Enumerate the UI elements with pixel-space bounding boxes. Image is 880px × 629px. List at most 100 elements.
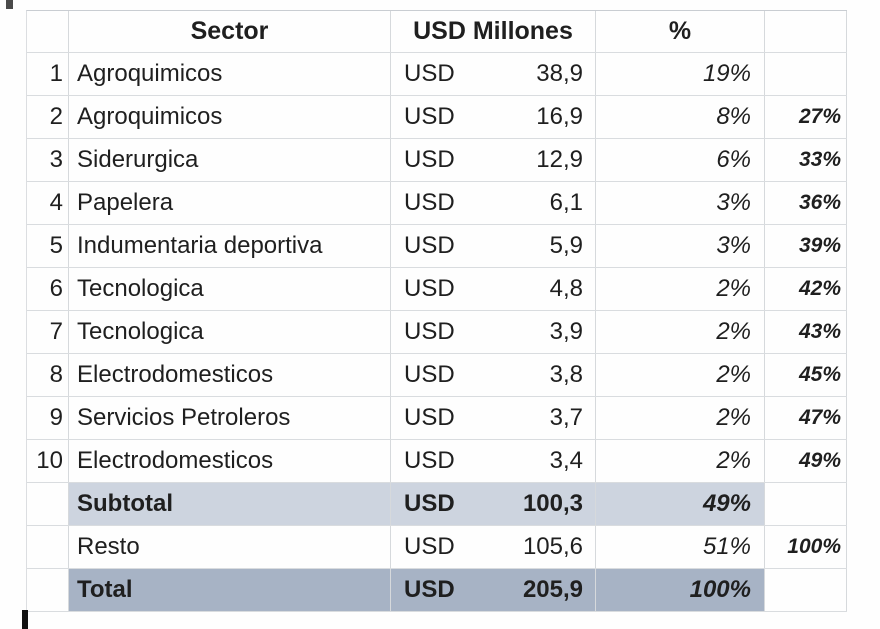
table-row: 8 Electrodomesticos USD 3,8 2% 45% [27,354,847,397]
amount-value: 16,9 [536,103,583,130]
currency-label: USD [404,103,455,130]
cell-percent: 2% [596,311,765,353]
currency-label: USD [404,232,455,259]
cell-usd-amount: USD 6,1 [391,182,596,224]
table-row: 9 Servicios Petroleros USD 3,7 2% 47% [27,397,847,440]
table-body: 1 Agroquimicos USD 38,9 19% 2 Agroquimic… [27,53,847,612]
cell-percent: 19% [596,53,765,95]
cell-usd-amount: USD 3,9 [391,311,596,353]
cell-sector: Total [69,569,391,611]
table-header-row: Sector USD Millones % [27,11,847,53]
header-cumulative [765,11,847,52]
stray-mark-top-left [6,0,13,9]
cell-rank [27,526,69,568]
amount-value: 38,9 [536,60,583,87]
amount-value: 12,9 [536,146,583,173]
amount-value: 3,8 [549,361,583,388]
cell-cumulative-percent: 43% [765,311,847,353]
amount-value: 4,8 [549,275,583,302]
table-row: 10 Electrodomesticos USD 3,4 2% 49% [27,440,847,483]
cell-sector: Servicios Petroleros [69,397,391,439]
cell-cumulative-percent [765,569,847,611]
cell-usd-amount: USD 4,8 [391,268,596,310]
header-percent: % [596,11,765,52]
cell-sector: Tecnologica [69,311,391,353]
cell-rank: 3 [27,139,69,181]
cell-usd-amount: USD 205,9 [391,569,596,611]
cell-cumulative-percent: 36% [765,182,847,224]
currency-label: USD [404,490,455,517]
cell-usd-amount: USD 5,9 [391,225,596,267]
cell-sector: Resto [69,526,391,568]
cell-rank: 1 [27,53,69,95]
cell-cumulative-percent: 39% [765,225,847,267]
table-row: 5 Indumentaria deportiva USD 5,9 3% 39% [27,225,847,268]
cell-sector: Electrodomesticos [69,440,391,482]
cell-percent: 2% [596,354,765,396]
cell-cumulative-percent: 49% [765,440,847,482]
currency-label: USD [404,275,455,302]
cell-usd-amount: USD 12,9 [391,139,596,181]
table-row: 6 Tecnologica USD 4,8 2% 42% [27,268,847,311]
currency-label: USD [404,404,455,431]
table-row: 1 Agroquimicos USD 38,9 19% [27,53,847,96]
amount-value: 100,3 [522,490,583,517]
cell-percent: 100% [596,569,765,611]
cell-rank [27,569,69,611]
cell-rank: 6 [27,268,69,310]
sector-table: Sector USD Millones % 1 Agroquimicos USD… [26,10,847,612]
currency-label: USD [404,533,455,560]
header-usd-millones: USD Millones [391,11,596,52]
table-row: Subtotal USD 100,3 49% [27,483,847,526]
cell-cumulative-percent [765,483,847,525]
currency-label: USD [404,447,455,474]
currency-label: USD [404,146,455,173]
amount-value: 105,6 [522,533,583,560]
cell-sector: Agroquimicos [69,96,391,138]
cell-usd-amount: USD 3,7 [391,397,596,439]
cell-rank: 9 [27,397,69,439]
currency-label: USD [404,576,455,603]
cell-cumulative-percent: 33% [765,139,847,181]
cell-percent: 51% [596,526,765,568]
cell-usd-amount: USD 16,9 [391,96,596,138]
cell-percent: 3% [596,225,765,267]
cell-usd-amount: USD 38,9 [391,53,596,95]
table-row: 7 Tecnologica USD 3,9 2% 43% [27,311,847,354]
cell-rank: 10 [27,440,69,482]
amount-value: 3,7 [549,404,583,431]
currency-label: USD [404,318,455,345]
header-rank-column [27,11,69,52]
cell-usd-amount: USD 100,3 [391,483,596,525]
cell-rank: 5 [27,225,69,267]
cell-cumulative-percent: 100% [765,526,847,568]
currency-label: USD [404,60,455,87]
table-row: 2 Agroquimicos USD 16,9 8% 27% [27,96,847,139]
cell-rank: 4 [27,182,69,224]
cell-usd-amount: USD 3,4 [391,440,596,482]
cell-sector: Tecnologica [69,268,391,310]
currency-label: USD [404,361,455,388]
cell-percent: 2% [596,440,765,482]
amount-value: 6,1 [549,189,583,216]
cell-rank: 8 [27,354,69,396]
cell-cumulative-percent: 42% [765,268,847,310]
cell-cumulative-percent: 47% [765,397,847,439]
cell-sector: Electrodomesticos [69,354,391,396]
header-sector: Sector [69,11,391,52]
amount-value: 205,9 [522,576,583,603]
amount-value: 3,9 [549,318,583,345]
cell-percent: 8% [596,96,765,138]
cell-percent: 6% [596,139,765,181]
cell-sector: Agroquimicos [69,53,391,95]
table-row: Total USD 205,9 100% [27,569,847,612]
table-row: Resto USD 105,6 51% 100% [27,526,847,569]
amount-value: 3,4 [549,447,583,474]
amount-value: 5,9 [549,232,583,259]
table-row: 3 Siderurgica USD 12,9 6% 33% [27,139,847,182]
table-row: 4 Papelera USD 6,1 3% 36% [27,182,847,225]
cell-cumulative-percent: 27% [765,96,847,138]
cell-percent: 2% [596,268,765,310]
cell-rank [27,483,69,525]
